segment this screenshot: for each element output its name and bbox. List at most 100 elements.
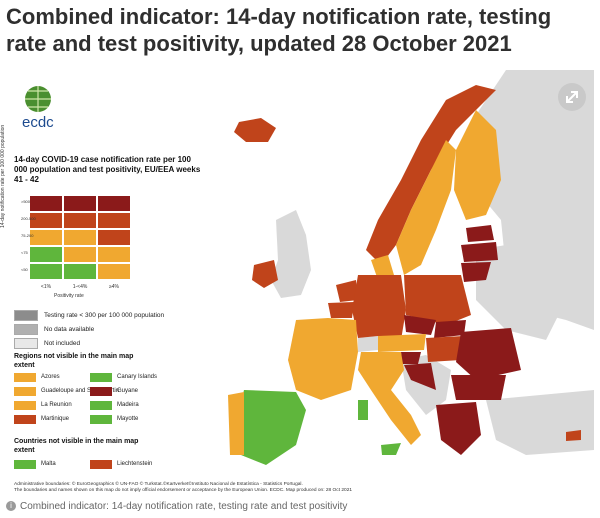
legend-cell	[30, 264, 62, 279]
page-title: Combined indicator: 14-day notification …	[6, 4, 552, 56]
norway	[366, 85, 496, 265]
x-tick-2: 1-<4%	[72, 284, 88, 290]
region-name: Madeira	[117, 402, 139, 408]
spain	[238, 390, 306, 465]
slovakia	[434, 320, 466, 338]
country-item: Malta	[14, 460, 56, 469]
y-tick-3: 75-200	[21, 233, 34, 238]
russia-land	[466, 70, 594, 330]
region-item: Mayotte	[90, 415, 138, 424]
grey-swatch	[14, 324, 38, 335]
portugal	[228, 392, 244, 455]
netherlands	[336, 280, 358, 302]
legend-cell	[98, 264, 130, 279]
country-item: Liechtenstein	[90, 460, 152, 469]
ukraine-belarus-land	[476, 240, 566, 340]
region-swatch	[14, 415, 36, 424]
x-tick-3: ≥4%	[109, 284, 119, 290]
france	[288, 318, 358, 400]
region-item: Guyane	[90, 387, 138, 396]
legend-cell	[64, 247, 96, 262]
expand-icon	[566, 91, 578, 103]
belgium	[328, 302, 354, 318]
map-credits: Administrative boundaries: © EuroGeograp…	[14, 482, 454, 494]
region-item: Martinique	[14, 415, 69, 424]
legend-key-low-testing: Testing rate < 300 per 100 000 populatio…	[14, 310, 164, 321]
legend-cell	[98, 213, 130, 228]
latvia	[461, 242, 498, 262]
region-swatch	[90, 387, 112, 396]
region-swatch	[90, 401, 112, 410]
region-name: Guadeloupe and Saint Martin	[41, 388, 120, 394]
country-name: Liechtenstein	[117, 461, 153, 467]
grey-swatch	[14, 310, 38, 321]
legend-cell	[98, 247, 130, 262]
region-swatch	[14, 373, 36, 382]
sweden	[396, 140, 456, 275]
figure-caption: i Combined indicator: 14-day notification…	[6, 501, 347, 512]
y-axis-label: 14-day notification rate per 100 000 pop…	[0, 124, 6, 228]
czechia	[404, 315, 436, 335]
region-name: Mayotte	[117, 416, 139, 422]
ireland	[252, 260, 278, 288]
denmark	[371, 255, 394, 280]
italy	[358, 352, 421, 445]
legend-cell	[64, 230, 96, 245]
country-name: Malta	[41, 461, 56, 467]
legend-cell	[30, 230, 62, 245]
legend-cell	[98, 196, 130, 211]
greece	[436, 402, 481, 455]
region-item: Azores	[14, 373, 60, 382]
light-grey-swatch	[14, 338, 38, 349]
legend-cell	[30, 247, 62, 262]
map-frame: ecdc 14-day COVID-19 case notification r…	[0, 70, 594, 498]
finland	[454, 110, 501, 220]
bulgaria	[451, 375, 506, 400]
austria	[378, 334, 426, 352]
legend-key-not-included: Not included	[14, 338, 80, 349]
country-swatch	[90, 460, 112, 469]
y-tick-2: 200-500	[21, 216, 36, 221]
y-tick-1: >500	[21, 199, 31, 204]
iceland	[234, 118, 276, 142]
region-name: La Reunion	[41, 402, 72, 408]
region-swatch	[90, 373, 112, 382]
legend-cell	[64, 196, 96, 211]
germany	[352, 275, 406, 340]
region-swatch	[14, 387, 36, 396]
region-item: Madeira	[90, 401, 139, 410]
region-name: Azores	[41, 374, 60, 380]
lithuania	[461, 262, 491, 282]
region-swatch	[90, 415, 112, 424]
legend-cell	[64, 264, 96, 279]
legend-cell	[98, 230, 130, 245]
info-icon: i	[6, 501, 16, 512]
legend-cell	[30, 213, 62, 228]
hungary	[426, 336, 464, 362]
poland	[404, 275, 471, 325]
fullscreen-button[interactable]	[558, 83, 586, 111]
region-item: Canary Islands	[90, 373, 157, 382]
y-tick-5: <50	[21, 267, 28, 272]
romania	[456, 328, 521, 380]
legend-title: 14-day COVID-19 case notification rate p…	[14, 155, 201, 184]
caption-text: Combined indicator: 14-day notification …	[20, 501, 348, 512]
uk-land	[271, 210, 311, 298]
ecdc-globe-icon: ecdc	[22, 86, 54, 131]
sicily	[381, 443, 401, 455]
region-item: Guadeloupe and Saint Martin	[14, 387, 119, 396]
slovenia	[401, 352, 421, 364]
x-axis-label: Positivity rate	[54, 293, 84, 299]
countries-section-title: Countries not visible in the main map ex…	[14, 438, 139, 454]
y-tick-4: <75	[21, 250, 28, 255]
regions-section-title: Regions not visible in the main map exte…	[14, 353, 134, 369]
legend-matrix	[30, 196, 132, 282]
sardinia	[358, 400, 368, 420]
switzerland-land	[358, 336, 378, 352]
region-item: La Reunion	[14, 401, 72, 410]
legend-cell	[64, 213, 96, 228]
region-name: Canary Islands	[117, 374, 158, 380]
legend-key-no-data: No data available	[14, 324, 94, 335]
country-swatch	[14, 460, 36, 469]
cyprus	[566, 430, 581, 441]
